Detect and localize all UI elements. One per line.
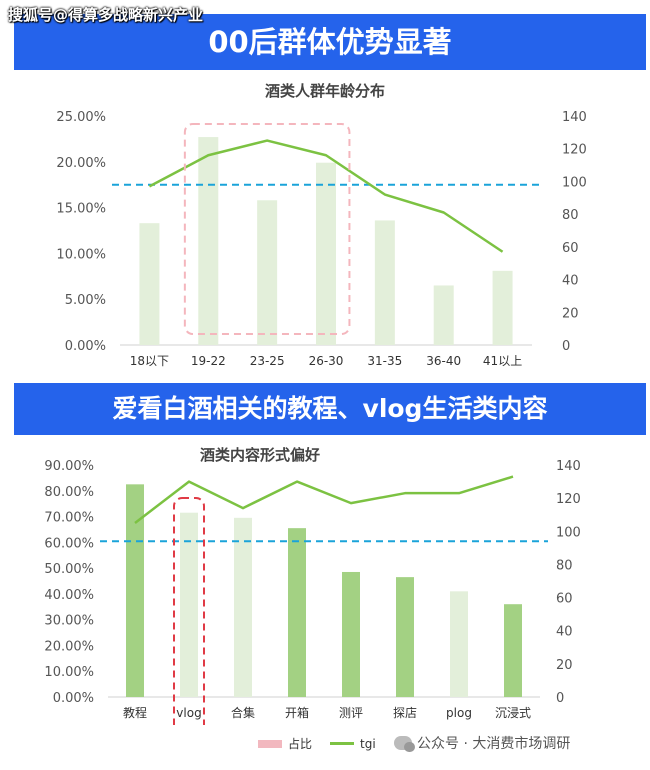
content-y-left-tick: 40.00% <box>44 588 94 603</box>
content-bar <box>342 571 360 697</box>
chart-title-content: 酒类内容形式偏好 <box>199 446 320 464</box>
content-x-tick-label: 教程 <box>123 705 147 720</box>
content-bar <box>180 512 198 697</box>
content-y-right-tick: 20 <box>556 658 573 673</box>
age-y-right-tick: 100 <box>562 175 587 190</box>
age-x-tick-label: 26-30 <box>309 354 344 368</box>
age-highlight-box <box>183 123 351 335</box>
watermark: 搜狐号@得算多战略新兴产业 <box>8 6 204 24</box>
chart-title-age: 酒类人群年龄分布 <box>264 82 385 100</box>
content-x-tick-label: 沉浸式 <box>495 706 531 720</box>
content-y-right-tick: 120 <box>556 492 581 507</box>
age-bar <box>316 162 336 345</box>
content-y-left-tick: 0.00% <box>53 691 94 706</box>
content-y-right-tick: 100 <box>556 525 581 540</box>
age-y-right-tick: 0 <box>562 339 570 354</box>
age-bar <box>374 220 395 345</box>
content-y-left-tick: 50.00% <box>44 562 94 577</box>
age-bar <box>257 200 278 345</box>
age-x-tick-label: 41以上 <box>483 354 522 368</box>
age-bar <box>433 285 454 345</box>
content-highlight-box <box>173 497 205 725</box>
content-y-right-tick: 40 <box>556 625 573 640</box>
source-text: 公众号 · 大消费市场调研 <box>417 736 571 752</box>
content-x-tick-label: 开箱 <box>285 705 309 720</box>
age-x-tick-label: 23-25 <box>250 354 285 368</box>
content-y-right-tick: 140 <box>556 459 581 474</box>
content-bar <box>504 604 522 697</box>
content-y-left-tick: 20.00% <box>44 639 94 654</box>
content-x-tick-label: vlog <box>176 706 201 720</box>
age-y-left-tick: 10.00% <box>56 247 106 262</box>
source-credit: 公众号 · 大消费市场调研 <box>394 733 570 753</box>
legend-bar-label: 占比 <box>288 737 313 751</box>
content-y-left-tick: 10.00% <box>44 665 94 680</box>
age-y-right-tick: 20 <box>562 306 579 321</box>
age-y-left-tick: 15.00% <box>56 202 106 217</box>
age-x-tick-label: 36-40 <box>426 354 461 368</box>
legend-line-label: tgi <box>360 736 376 751</box>
legend-line-swatch <box>330 742 355 745</box>
content-x-tick-label: 测评 <box>339 706 363 720</box>
content-preference-chart: 0.00% 10.00% 20.00% 30.00% 40.00% 50.00% 60.00… <box>44 459 581 725</box>
content-tgi-line <box>134 475 514 524</box>
content-y-left-tick: 70.00% <box>44 511 94 526</box>
content-y-right-tick: 0 <box>556 691 564 706</box>
age-y-left-tick: 0.00% <box>65 339 106 354</box>
content-x-tick-label: plog <box>446 706 472 720</box>
section-banner-content: 爱看白酒相关的教程、vlog生活类内容 <box>14 383 646 435</box>
content-y-left-tick: 30.00% <box>44 614 94 629</box>
wechat-icon <box>394 736 415 752</box>
content-y-right-tick: 80 <box>556 558 573 573</box>
content-y-left-tick: 80.00% <box>44 485 94 500</box>
content-x-tick-label: 合集 <box>231 705 255 720</box>
age-bar <box>492 270 513 345</box>
age-y-left-tick: 20.00% <box>56 156 106 171</box>
age-bar <box>198 137 219 345</box>
content-bar <box>234 517 252 697</box>
age-x-tick-label: 18以下 <box>130 354 169 368</box>
age-y-right-tick: 40 <box>562 274 579 289</box>
content-y-right-tick: 60 <box>556 592 573 607</box>
content-bar <box>450 591 468 697</box>
legend: 占比 tgi <box>258 735 376 752</box>
content-y-left-tick: 60.00% <box>44 536 94 551</box>
age-y-right-tick: 140 <box>562 110 587 125</box>
age-tgi-line <box>148 139 504 253</box>
age-bar <box>139 223 160 345</box>
age-x-tick-label: 31-35 <box>367 354 402 368</box>
legend-bar-swatch <box>258 739 282 748</box>
section-banner-age: 00后群体优势显著 <box>14 14 646 70</box>
age-y-right-tick: 60 <box>562 241 579 256</box>
content-x-tick-label: 探店 <box>393 706 417 720</box>
content-bar <box>396 577 414 697</box>
content-y-left-tick: 90.00% <box>44 459 94 474</box>
age-x-tick-label: 19-22 <box>191 354 226 368</box>
age-distribution-chart: 0.00% 5.00% 10.00% 15.00% 20.00% 25.00% 0 20 40 6… <box>56 110 587 368</box>
age-y-right-tick: 80 <box>562 208 579 223</box>
content-bar <box>288 528 306 697</box>
age-y-left-tick: 25.00% <box>56 110 106 125</box>
content-bar <box>126 484 144 697</box>
age-y-right-tick: 120 <box>562 143 587 158</box>
age-y-left-tick: 5.00% <box>65 293 106 308</box>
